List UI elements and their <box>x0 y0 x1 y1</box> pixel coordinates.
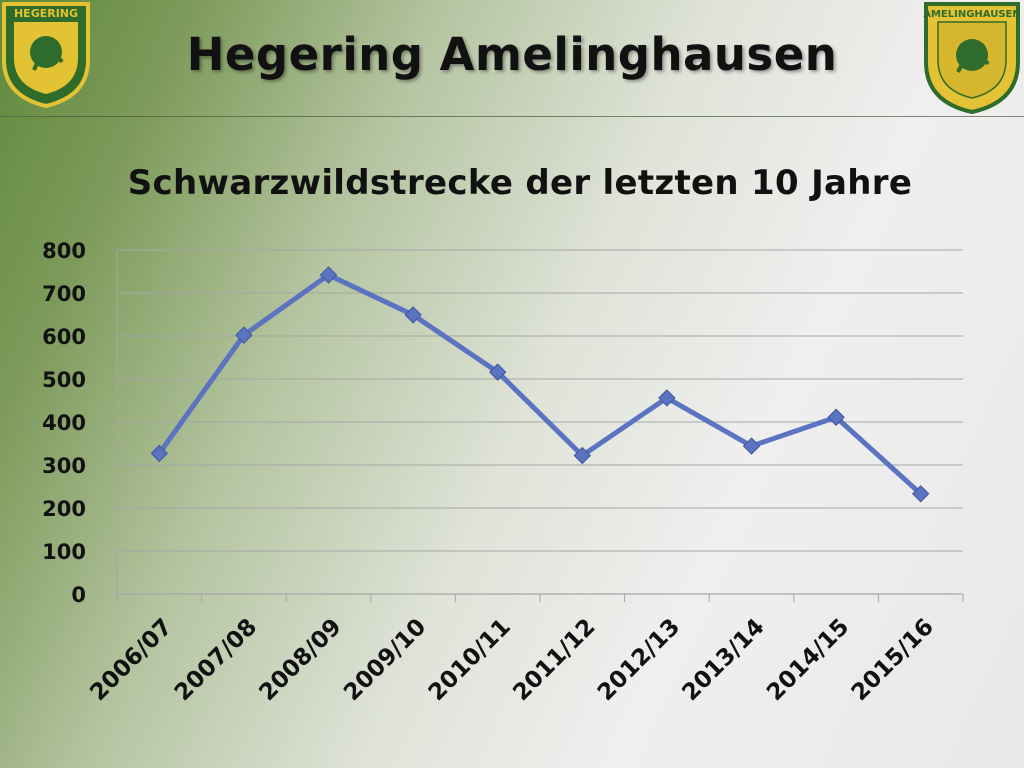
data-point <box>319 266 338 284</box>
x-tick-label: 2006/07 <box>85 614 177 706</box>
x-tick-label: 2011/12 <box>508 614 600 706</box>
x-tick-label: 2012/13 <box>593 614 685 706</box>
y-tick-label: 800 <box>42 239 86 263</box>
x-tick-label: 2010/11 <box>424 614 516 706</box>
x-tick-label: 2014/15 <box>762 614 854 706</box>
data-point <box>658 389 676 407</box>
page-title: Hegering Amelinghausen <box>186 28 838 81</box>
hegering-logo-left: HEGERING <box>2 2 90 109</box>
y-tick-label: 300 <box>42 454 86 478</box>
data-point <box>573 446 592 465</box>
data-point <box>488 363 507 381</box>
y-tick-label: 400 <box>42 411 86 435</box>
data-point <box>911 485 930 503</box>
data-point <box>235 326 253 344</box>
data-point <box>150 444 169 463</box>
svg-text:HEGERING: HEGERING <box>14 7 78 20</box>
y-tick-label: 0 <box>71 583 86 607</box>
x-tick-label: 2013/14 <box>678 614 770 706</box>
y-tick-label: 100 <box>42 540 86 564</box>
y-tick-label: 700 <box>42 282 86 306</box>
svg-text:AMELINGHAUSEN: AMELINGHAUSEN <box>923 9 1021 20</box>
data-point <box>827 408 845 426</box>
x-tick-label: 2007/08 <box>170 614 262 706</box>
x-tick-label: 2009/10 <box>339 614 431 706</box>
slide-header: HEGERING Hegering Amelinghausen AMELINGH… <box>0 0 1024 118</box>
series-line <box>156 272 924 497</box>
data-point <box>404 306 422 324</box>
chart-title: Schwarzwildstrecke der letzten 10 Jahre <box>127 163 913 203</box>
x-tick-label: 2008/09 <box>255 614 347 706</box>
x-tick-label: 2015/16 <box>847 614 939 706</box>
y-tick-label: 200 <box>42 497 86 521</box>
y-tick-label: 500 <box>42 368 86 392</box>
data-point <box>742 437 761 455</box>
y-tick-label: 600 <box>42 325 86 349</box>
header-divider <box>0 116 1024 117</box>
hegegemeinschaft-logo-right: AMELINGHAUSEN <box>923 2 1021 115</box>
